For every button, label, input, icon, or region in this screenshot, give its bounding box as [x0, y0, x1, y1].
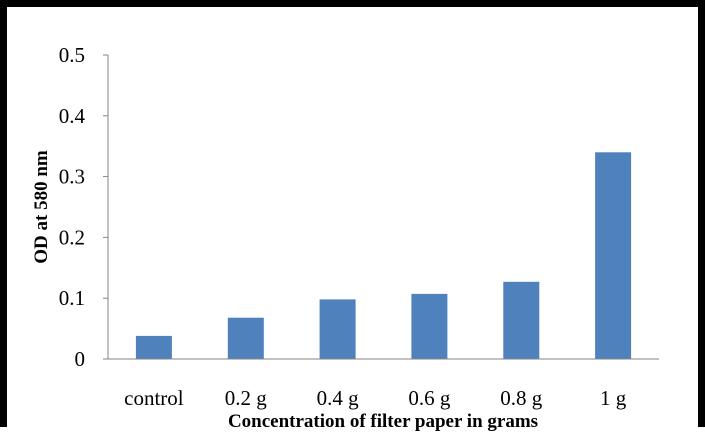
x-tick-label: 0.6 g	[408, 386, 451, 410]
bar-5	[595, 152, 632, 359]
y-tick-label: 0.3	[59, 165, 85, 189]
y-tick-label: 0.1	[59, 286, 85, 310]
y-tick-label: 0	[75, 347, 86, 371]
x-tick-label: 0.4 g	[317, 386, 360, 410]
bar-1	[227, 317, 264, 359]
x-tick-labels: control 0.2 g 0.4 g 0.6 g 0.8 g 1 g	[124, 386, 627, 410]
bar-0	[135, 335, 172, 359]
y-axis-title: OD at 580 nm	[31, 150, 52, 264]
x-tick-label: 0.8 g	[500, 386, 543, 410]
bars-layer	[135, 152, 632, 359]
y-tick-labels: 0 0.1 0.2 0.3 0.4 0.5	[59, 43, 86, 371]
axes-layer	[103, 54, 659, 360]
x-tick-label: control	[124, 386, 184, 410]
y-tick-label: 0.5	[59, 43, 85, 67]
bar-2	[319, 299, 356, 359]
y-tick-label: 0.2	[59, 225, 85, 249]
bar-chart: 0 0.1 0.2 0.3 0.4 0.5 control 0.2 g 0.4 g 0.6 g 0…	[31, 43, 659, 432]
bar-4	[503, 281, 540, 359]
x-tick-label: 1 g	[600, 386, 627, 410]
bar-3	[411, 293, 448, 359]
x-tick-label: 0.2 g	[225, 386, 268, 410]
x-axis-title: Concentration of filter paper in grams	[228, 411, 538, 432]
y-tick-label: 0.4	[59, 104, 86, 128]
